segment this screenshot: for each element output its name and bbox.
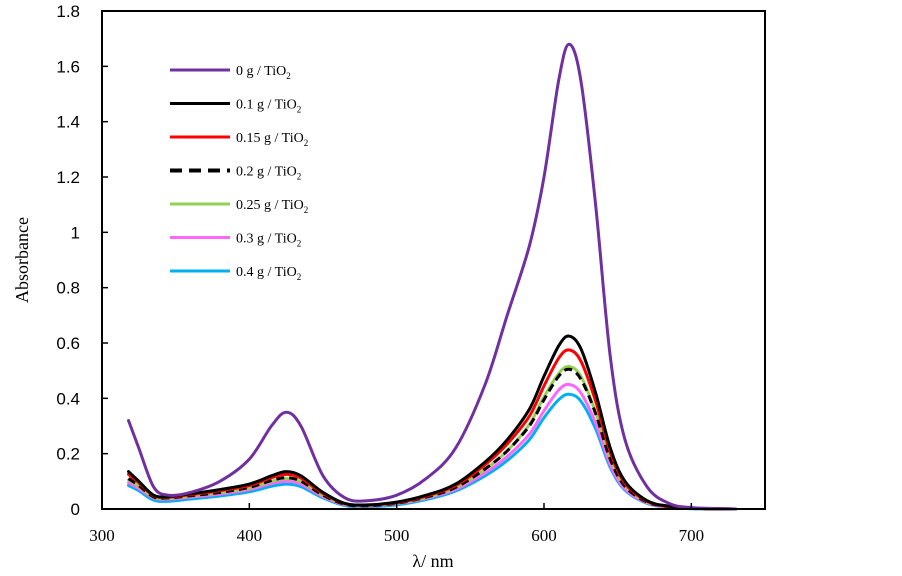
legend-label-main: 0.15 g / TiO	[236, 131, 304, 146]
legend-label-subscript: 2	[297, 105, 302, 115]
series-layer	[127, 42, 737, 511]
x-tick-label: 500	[384, 526, 410, 545]
x-axis-title: λ/ nm	[412, 551, 453, 571]
y-tick-label: 1.8	[56, 2, 80, 21]
legend-label-subscript: 2	[286, 71, 291, 81]
y-tick-label: 1.4	[56, 113, 80, 132]
y-axis-title: Absorbance	[12, 217, 32, 303]
x-tick-label: 600	[531, 526, 557, 545]
series-line-4	[127, 364, 737, 511]
legend-label-main: 0.2 g / TiO	[236, 165, 297, 180]
y-tick-label: 1.6	[56, 57, 80, 76]
legend-label: 0.4 g / TiO2	[236, 265, 301, 282]
legend-label-main: 0.4 g / TiO	[236, 265, 297, 280]
series-line-0	[127, 42, 737, 511]
legend-label: 0.2 g / TiO2	[236, 165, 301, 182]
legend-label-subscript: 2	[304, 205, 309, 215]
y-tick-label: 0	[71, 500, 80, 519]
legend-label-subscript: 2	[297, 239, 302, 249]
x-tick-label: 400	[237, 526, 263, 545]
x-tick-label: 700	[679, 526, 705, 545]
legend-label: 0.25 g / TiO2	[236, 198, 308, 215]
series-line-1	[127, 334, 737, 511]
legend-label-subscript: 2	[297, 272, 302, 282]
legend-label: 0 g / TiO2	[236, 64, 291, 81]
legend-label: 0.1 g / TiO2	[236, 98, 301, 115]
legend-label-main: 0.25 g / TiO	[236, 198, 304, 213]
y-tick-label: 0.4	[56, 389, 80, 408]
plot-frame	[101, 10, 766, 510]
x-axis: 300 400 500 600 700	[89, 503, 704, 545]
y-tick-label: 0.2	[56, 445, 80, 464]
series-line-3	[127, 367, 736, 511]
legend-label: 0.3 g / TiO2	[236, 232, 301, 249]
legend-label-main: 0.3 g / TiO	[236, 232, 297, 247]
legend-label-subscript: 2	[297, 172, 302, 182]
legend-label-main: 0 g / TiO	[236, 64, 286, 79]
legend-label-subscript: 2	[304, 138, 309, 148]
y-axis: 0 0.2 0.4 0.6 0.8 1 1.2 1.4 1.6 1.8	[56, 2, 108, 519]
y-tick-label: 1.2	[56, 168, 80, 187]
y-tick-label: 1	[71, 223, 80, 242]
y-tick-label: 0.6	[56, 334, 80, 353]
legend-label-main: 0.1 g / TiO	[236, 98, 297, 113]
legend-label: 0.15 g / TiO2	[236, 131, 308, 148]
y-tick-label: 0.8	[56, 279, 80, 298]
x-tick-label: 300	[89, 526, 115, 545]
